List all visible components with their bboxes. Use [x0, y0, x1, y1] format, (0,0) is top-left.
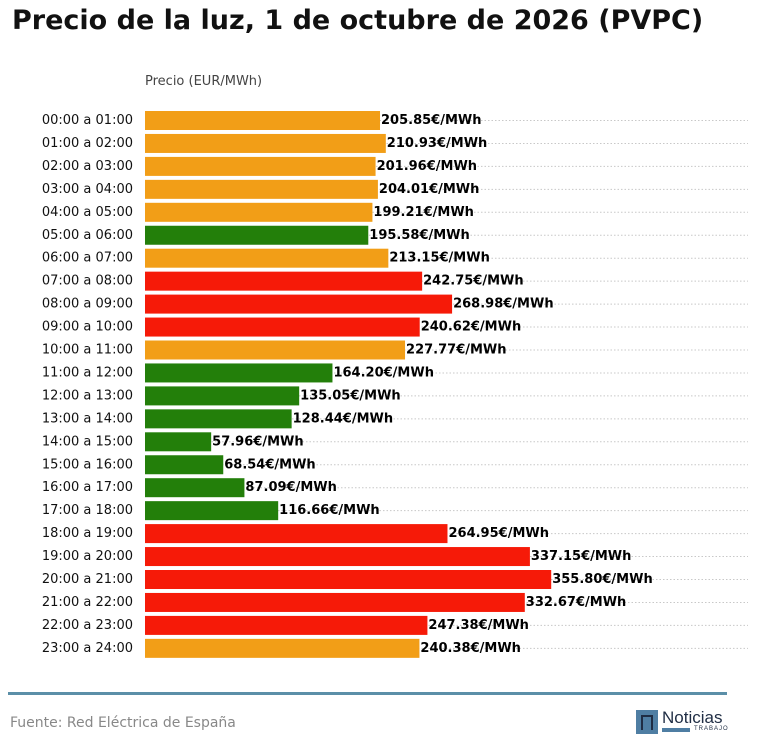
category-label: 09:00 a 10:00 — [42, 320, 133, 335]
category-label: 17:00 a 18:00 — [42, 503, 133, 518]
bar — [145, 386, 300, 406]
value-label: 210.93€/MWh — [387, 136, 488, 151]
category-label: 14:00 a 15:00 — [42, 434, 133, 449]
value-label: 204.01€/MWh — [379, 182, 480, 197]
category-label: 18:00 a 19:00 — [42, 526, 133, 541]
category-label: 08:00 a 09:00 — [42, 297, 133, 312]
bar — [145, 156, 376, 176]
bar — [145, 432, 212, 452]
category-label: 13:00 a 14:00 — [42, 411, 133, 426]
value-label: 116.66€/MWh — [279, 503, 380, 518]
category-label: 11:00 a 12:00 — [42, 365, 133, 380]
category-label: 01:00 a 02:00 — [42, 136, 133, 151]
value-label: 87.09€/MWh — [245, 480, 336, 495]
category-label: 06:00 a 07:00 — [42, 251, 133, 266]
category-label: 00:00 a 01:00 — [42, 113, 133, 128]
bar-chart: 00:00 a 01:00 205.85€/MWh 01:00 a 02:00 210… — [42, 111, 748, 658]
value-label: 247.38€/MWh — [428, 618, 529, 633]
category-label: 03:00 a 04:00 — [42, 182, 133, 197]
category-label: 15:00 a 16:00 — [42, 457, 133, 472]
category-label: 19:00 a 20:00 — [42, 549, 133, 564]
bar — [145, 179, 378, 199]
category-label: 23:00 a 24:00 — [42, 641, 133, 656]
bar — [145, 455, 224, 475]
value-label: 242.75€/MWh — [423, 274, 524, 289]
category-label: 10:00 a 11:00 — [42, 343, 133, 358]
logo-icon — [636, 710, 658, 734]
footer-divider — [8, 692, 727, 695]
bar — [145, 638, 420, 658]
value-label: 135.05€/MWh — [300, 388, 401, 403]
bar — [145, 570, 552, 589]
value-label: 227.77€/MWh — [406, 343, 507, 358]
bar — [145, 478, 245, 498]
labels: 00:00 a 01:00 205.85€/MWh 01:00 a 02:00 210… — [42, 113, 653, 656]
value-label: 195.58€/MWh — [369, 228, 470, 243]
bar — [145, 501, 279, 521]
bar — [145, 111, 381, 130]
bar — [145, 409, 292, 429]
value-label: 128.44€/MWh — [293, 411, 394, 426]
value-label: 240.62€/MWh — [421, 320, 522, 335]
category-label: 04:00 a 05:00 — [42, 205, 133, 220]
bar — [145, 317, 420, 337]
bar — [145, 133, 386, 153]
category-label: 05:00 a 06:00 — [42, 228, 133, 243]
gridlines — [145, 120, 748, 649]
chart-title: Precio de la luz, 1 de octubre de 2026 (… — [12, 5, 704, 36]
bar — [145, 271, 423, 291]
category-label: 07:00 a 08:00 — [42, 274, 133, 289]
logo-name: Noticias — [662, 708, 723, 727]
bar — [145, 592, 525, 612]
value-label: 205.85€/MWh — [381, 113, 482, 128]
logo-subtitle: TRABAJO — [694, 726, 729, 732]
value-label: 240.38€/MWh — [420, 641, 521, 656]
value-label: 268.98€/MWh — [453, 297, 554, 312]
logo-underline — [662, 728, 690, 732]
value-label: 57.96€/MWh — [212, 434, 303, 449]
value-label: 213.15€/MWh — [389, 251, 490, 266]
category-label: 16:00 a 17:00 — [42, 480, 133, 495]
brand-logo: Noticias TRABAJO — [636, 708, 732, 736]
bar — [145, 248, 389, 268]
source-note: Fuente: Red Eléctrica de España — [10, 715, 236, 731]
bar — [145, 524, 448, 544]
bar — [145, 547, 530, 567]
bar — [145, 294, 453, 314]
axis-label: Precio (EUR/MWh) — [145, 74, 263, 89]
value-label: 201.96€/MWh — [377, 159, 478, 174]
value-label: 337.15€/MWh — [531, 549, 632, 564]
category-label: 02:00 a 03:00 — [42, 159, 133, 174]
value-label: 332.67€/MWh — [526, 595, 627, 610]
bar — [145, 225, 369, 245]
bars — [145, 111, 552, 658]
bar — [145, 202, 373, 222]
bar — [145, 615, 428, 635]
value-label: 68.54€/MWh — [224, 457, 315, 472]
value-label: 355.80€/MWh — [552, 572, 653, 587]
bar — [145, 340, 406, 360]
value-label: 164.20€/MWh — [333, 365, 434, 380]
value-label: 264.95€/MWh — [448, 526, 549, 541]
value-label: 199.21€/MWh — [373, 205, 474, 220]
bar — [145, 363, 333, 383]
category-label: 20:00 a 21:00 — [42, 572, 133, 587]
category-label: 21:00 a 22:00 — [42, 595, 133, 610]
category-label: 12:00 a 13:00 — [42, 388, 133, 403]
category-label: 22:00 a 23:00 — [42, 618, 133, 633]
